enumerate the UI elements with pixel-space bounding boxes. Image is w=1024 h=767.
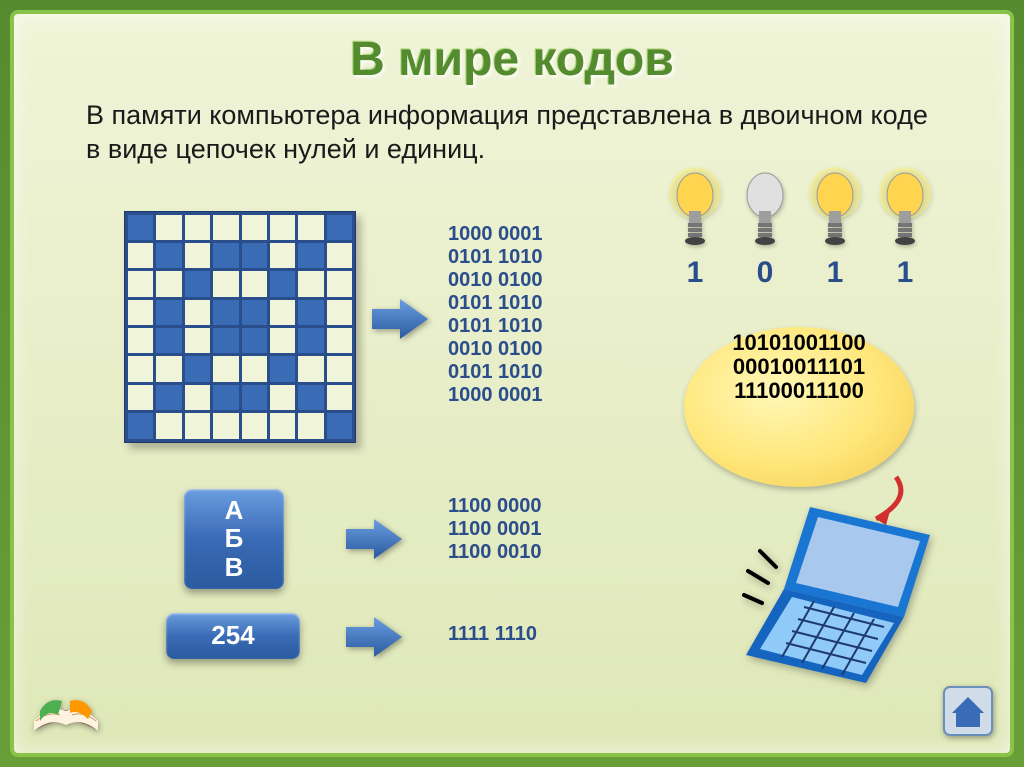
- arrow-icon: [344, 615, 406, 659]
- grid-cell: [327, 215, 352, 240]
- grid-cell: [327, 271, 352, 296]
- number-box: 254: [166, 613, 300, 659]
- bulb-on-icon: 1: [874, 167, 936, 290]
- grid-cell: [156, 215, 181, 240]
- grid-cell: [242, 271, 267, 296]
- grid-cell: [128, 300, 153, 325]
- grid-cell: [242, 215, 267, 240]
- grid-cell: [270, 385, 295, 410]
- grid-cell: [156, 328, 181, 353]
- grid-cell: [213, 243, 238, 268]
- grid-cell: [242, 328, 267, 353]
- grid-cell: [185, 215, 210, 240]
- binary-grid: [124, 211, 356, 443]
- bulb-on-icon: 1: [804, 167, 866, 290]
- bulbs-row: 1 0 1 1: [664, 167, 936, 290]
- grid-cell: [156, 243, 181, 268]
- grid-cell: [156, 356, 181, 381]
- grid-cell: [327, 300, 352, 325]
- grid-cell: [242, 385, 267, 410]
- grid-cell: [298, 385, 323, 410]
- grid-cell: [213, 385, 238, 410]
- grid-cell: [270, 328, 295, 353]
- grid-cell: [298, 243, 323, 268]
- grid-cell: [185, 243, 210, 268]
- grid-cell: [128, 385, 153, 410]
- grid-cell: [327, 356, 352, 381]
- letters-box: А Б В: [184, 489, 284, 589]
- slide-frame: В мире кодов В памяти компьютера информа…: [10, 10, 1014, 757]
- bulb-label: 1: [664, 256, 726, 290]
- binary-block-1: 1000 0001 0101 1010 0010 0100 0101 1010 …: [448, 223, 543, 407]
- grid-cell: [327, 413, 352, 438]
- grid-cell: [242, 300, 267, 325]
- laptop-icon: [734, 497, 944, 697]
- bulb-label: 0: [734, 256, 796, 290]
- grid-cell: [327, 328, 352, 353]
- grid-cell: [156, 413, 181, 438]
- letter-v: В: [225, 553, 244, 582]
- grid-cell: [213, 328, 238, 353]
- grid-cell: [156, 300, 181, 325]
- binary-block-3: 1111 1110: [448, 623, 537, 646]
- grid-cell: [270, 413, 295, 438]
- grid-cell: [156, 385, 181, 410]
- book-icon[interactable]: [28, 681, 104, 739]
- grid-cell: [185, 300, 210, 325]
- grid-cell: [128, 215, 153, 240]
- grid-cell: [242, 413, 267, 438]
- grid-cell: [327, 385, 352, 410]
- thought-line: 11100011100: [684, 379, 914, 403]
- grid-cell: [327, 243, 352, 268]
- grid-cell: [128, 328, 153, 353]
- letter-a: А: [225, 496, 244, 525]
- grid-cell: [128, 413, 153, 438]
- grid-cell: [185, 271, 210, 296]
- number-value: 254: [211, 620, 254, 651]
- bulb-label: 1: [804, 256, 866, 290]
- slide-subtitle: В памяти компьютера информация представл…: [86, 99, 938, 167]
- content-area: 1000 0001 0101 1010 0010 0100 0101 1010 …: [14, 167, 1010, 727]
- grid-cell: [298, 271, 323, 296]
- letter-b: Б: [225, 524, 244, 553]
- grid-cell: [298, 328, 323, 353]
- bulb-off-icon: 0: [734, 167, 796, 290]
- grid-cell: [185, 328, 210, 353]
- grid-cell: [213, 271, 238, 296]
- grid-cell: [128, 271, 153, 296]
- grid-cell: [270, 300, 295, 325]
- grid-cell: [270, 356, 295, 381]
- grid-cell: [270, 271, 295, 296]
- grid-cell: [128, 243, 153, 268]
- grid-cell: [298, 413, 323, 438]
- grid-cell: [213, 413, 238, 438]
- grid-cell: [213, 300, 238, 325]
- grid-cell: [298, 356, 323, 381]
- thought-line: 00010011101: [684, 355, 914, 379]
- grid-cell: [185, 385, 210, 410]
- grid-cell: [270, 243, 295, 268]
- thought-line: 10101001100: [684, 331, 914, 355]
- grid-cell: [185, 356, 210, 381]
- grid-cell: [128, 356, 153, 381]
- bulb-label: 1: [874, 256, 936, 290]
- grid-cell: [242, 356, 267, 381]
- grid-cell: [156, 271, 181, 296]
- grid-cell: [270, 215, 295, 240]
- binary-block-2: 1100 0000 1100 0001 1100 0010: [448, 495, 541, 564]
- grid-cell: [298, 215, 323, 240]
- arrow-icon: [344, 517, 406, 561]
- grid-cell: [298, 300, 323, 325]
- bulb-on-icon: 1: [664, 167, 726, 290]
- grid-cell: [185, 413, 210, 438]
- grid-cell: [213, 356, 238, 381]
- arrow-icon: [370, 297, 432, 341]
- home-icon[interactable]: [940, 683, 996, 739]
- grid-cell: [242, 243, 267, 268]
- slide-title: В мире кодов: [14, 32, 1010, 87]
- grid-cell: [213, 215, 238, 240]
- thought-text: 10101001100 00010011101 11100011100: [684, 331, 914, 404]
